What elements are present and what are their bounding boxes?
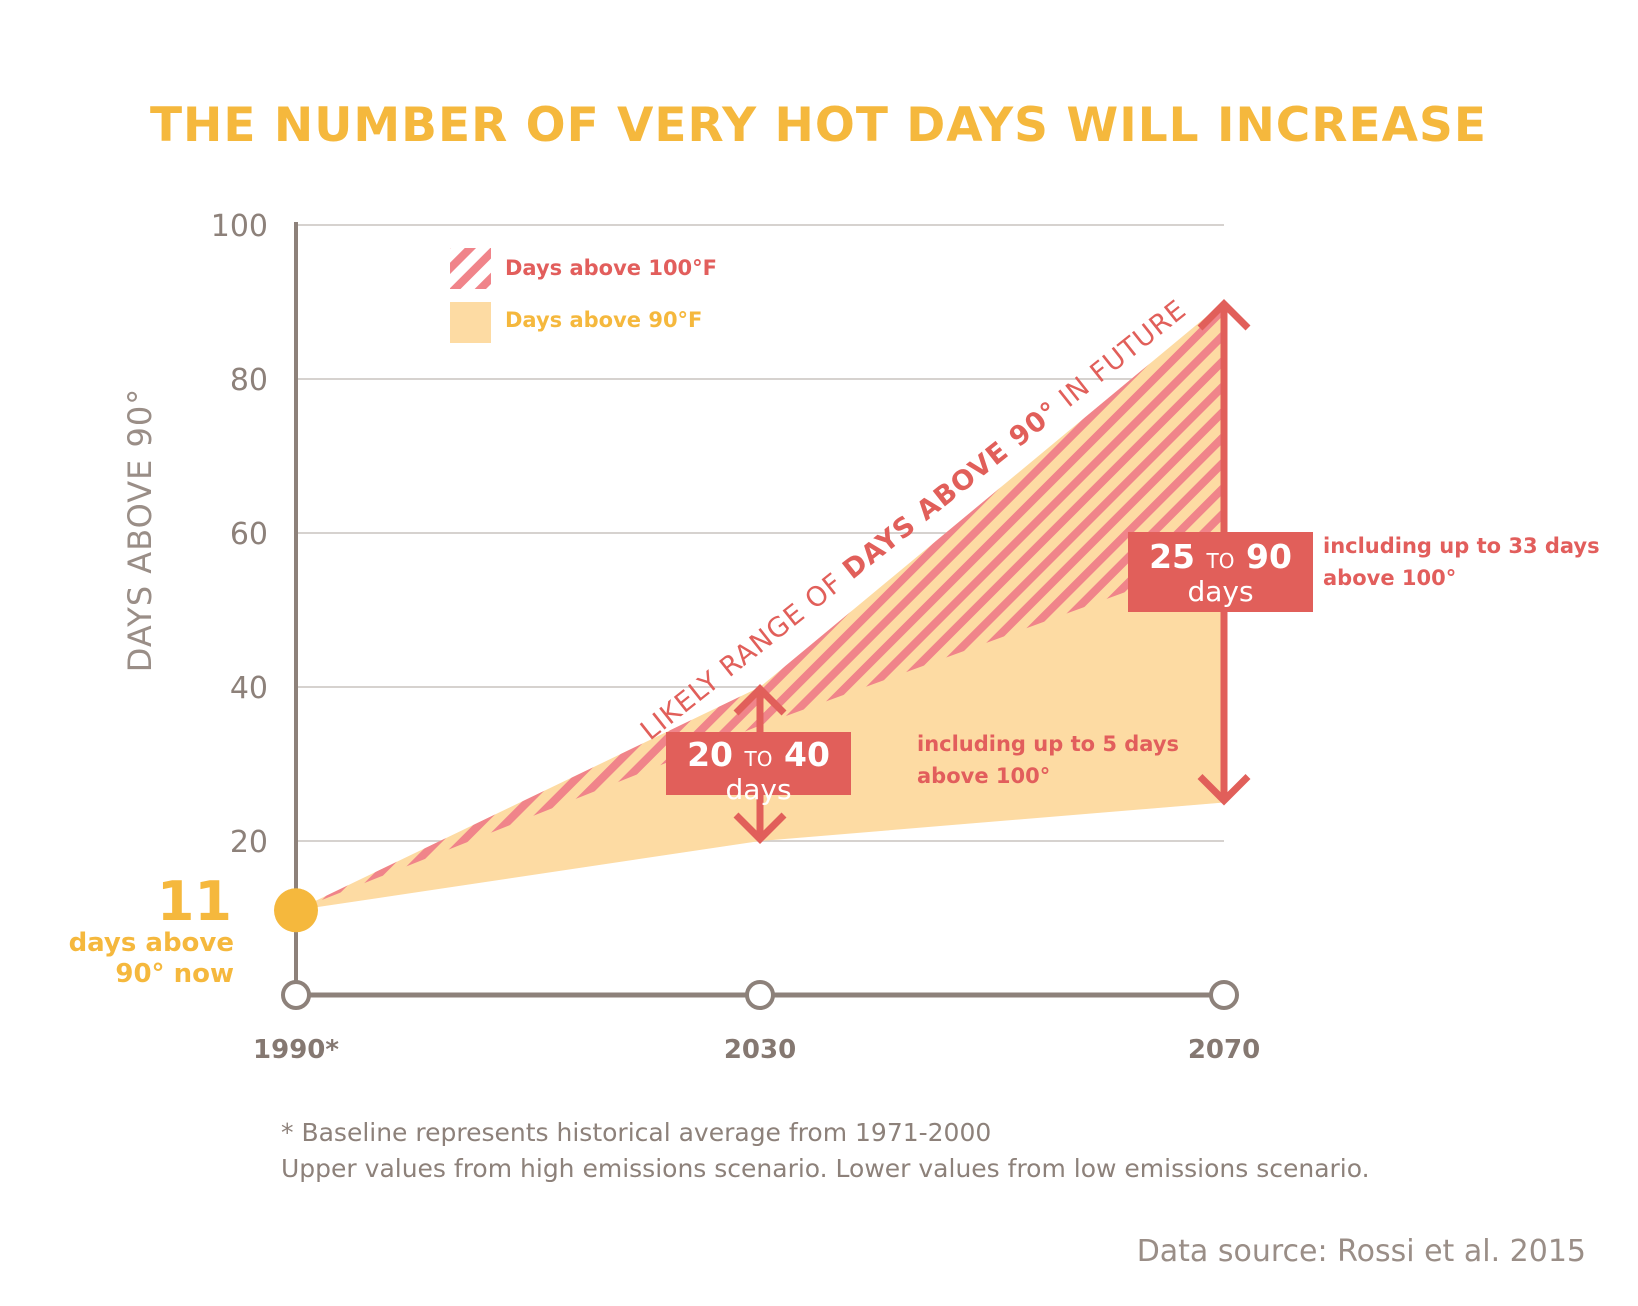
y-tick-40: 40: [230, 671, 268, 706]
y-tick-80: 80: [230, 363, 268, 398]
x-marker-1990: [281, 980, 311, 1010]
note-2030-line2: above 100°: [917, 764, 1051, 788]
note-2070: including up to 33 days above 100°: [1323, 530, 1623, 594]
baseline-point: [274, 888, 318, 933]
days-above-90-area: [296, 302, 1224, 911]
legend-label-90: Days above 90°F: [505, 308, 703, 332]
baseline-text-line1: days above: [68, 928, 234, 958]
range-low-2030: 20: [687, 735, 734, 774]
days-above-100-hatch-area: [296, 302, 1224, 911]
x-marker-2030: [745, 980, 775, 1010]
y-tick-labels: 20 40 60 80 100: [211, 209, 268, 860]
range-low-2070: 25: [1149, 537, 1196, 576]
x-axis-markers: [281, 980, 1239, 1010]
x-tick-2070: 2070: [1187, 1035, 1261, 1065]
legend: [450, 248, 491, 343]
range-to-2030: TO: [744, 747, 773, 771]
note-2030: including up to 5 days above 100°: [917, 728, 1217, 792]
range-unit-2070: days: [1187, 575, 1254, 608]
legend-swatch-90: [450, 302, 491, 343]
y-tick-60: 60: [230, 517, 268, 552]
range-box-2070: 25 TO 90 days: [1128, 532, 1313, 612]
baseline-value: 11: [156, 870, 232, 933]
x-tick-1990: 1990*: [253, 1035, 339, 1065]
x-tick-2030: 2030: [723, 1035, 797, 1065]
range-high-2030: 40: [783, 735, 830, 774]
y-tick-100: 100: [211, 209, 268, 244]
range-arrow-2030-head-down: [733, 812, 787, 844]
range-unit-2030: days: [725, 773, 792, 806]
range-to-2070: TO: [1206, 549, 1235, 573]
footnote-baseline: * Baseline represents historical average…: [281, 1118, 992, 1147]
note-2030-line1: including up to 5 days: [917, 732, 1180, 756]
range-arrow-2070-head-up: [1197, 299, 1251, 331]
range-arrow-2070-head-down: [1197, 774, 1251, 806]
y-axis-label: DAYS ABOVE 90°: [121, 387, 159, 673]
legend-label-100: Days above 100°F: [505, 256, 718, 280]
footnote-scenarios: Upper values from high emissions scenari…: [281, 1154, 1370, 1183]
page-title: THE NUMBER OF VERY HOT DAYS WILL INCREAS…: [150, 98, 1487, 153]
note-2070-line1: including up to 33 days: [1323, 534, 1600, 558]
x-marker-2070: [1209, 980, 1239, 1010]
baseline-text: days above 90° now: [20, 928, 234, 990]
y-tick-20: 20: [230, 825, 268, 860]
baseline-text-line2: 90° now: [115, 959, 234, 989]
note-2070-line2: above 100°: [1323, 566, 1457, 590]
range-box-2030: 20 TO 40 days: [666, 732, 851, 804]
range-high-2070: 90: [1245, 537, 1292, 576]
data-source: Data source: Rossi et al. 2015: [1136, 1234, 1586, 1269]
range-arrow-2030-head-up: [733, 684, 787, 716]
legend-swatch-100: [450, 248, 491, 289]
